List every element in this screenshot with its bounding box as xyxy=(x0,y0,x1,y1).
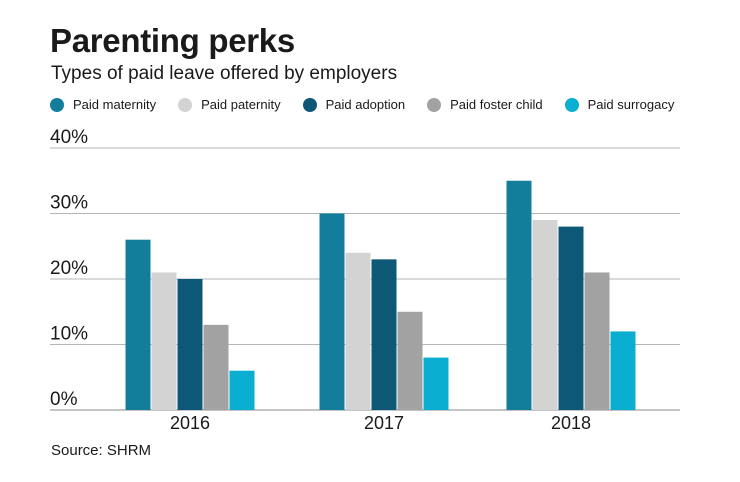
legend-label-paid-paternity: Paid paternity xyxy=(201,97,281,112)
y-tick-label-0: 0% xyxy=(50,389,78,410)
x-tick-label-2016: 2016 xyxy=(170,413,210,433)
bar-paid-maternity-2017 xyxy=(319,213,345,410)
bar-paid-paternity-2016 xyxy=(151,272,177,410)
legend-item-paid-surrogacy: Paid surrogacy xyxy=(564,97,675,112)
bar-paid-adoption-2016 xyxy=(177,279,203,410)
bar-paid-paternity-2018 xyxy=(532,220,558,410)
x-tick-label-2018: 2018 xyxy=(551,413,591,433)
legend-label-paid-adoption: Paid adoption xyxy=(325,97,406,112)
legend: Paid maternity Paid paternity Paid adopt… xyxy=(50,97,674,112)
legend-item-paid-maternity: Paid maternity xyxy=(50,97,156,112)
legend-item-paid-adoption: Paid adoption xyxy=(302,97,406,112)
chart-title: Parenting perks xyxy=(50,22,295,59)
bar-paid-adoption-2017 xyxy=(371,259,397,410)
legend-swatch-paid-paternity xyxy=(178,97,193,112)
legend-swatch-paid-surrogacy xyxy=(564,97,579,112)
y-tick-label-10: 10% xyxy=(50,324,88,345)
y-tick-label-30: 30% xyxy=(50,193,88,214)
legend-item-paid-paternity: Paid paternity xyxy=(178,97,281,112)
y-tick-label-40: 40% xyxy=(50,127,88,148)
bar-paid-paternity-2017 xyxy=(345,252,371,410)
bar-paid-maternity-2018 xyxy=(506,180,532,410)
bar-paid-foster-child-2017 xyxy=(397,311,423,410)
legend-swatch-paid-adoption xyxy=(302,97,317,112)
legend-label-paid-surrogacy: Paid surrogacy xyxy=(587,97,675,112)
bar-paid-foster-child-2018 xyxy=(584,272,610,410)
bar-paid-surrogacy-2017 xyxy=(423,357,449,410)
legend-label-paid-maternity: Paid maternity xyxy=(73,97,157,112)
legend-swatch-paid-foster-child xyxy=(427,97,442,112)
chart-subtitle: Types of paid leave offered by employers xyxy=(51,63,398,84)
x-tick-label-2017: 2017 xyxy=(364,413,404,433)
legend-label-paid-foster-child: Paid foster child xyxy=(450,97,543,112)
legend-item-paid-foster-child: Paid foster child xyxy=(427,97,543,112)
source-note: Source: SHRM xyxy=(51,442,152,459)
bar-paid-surrogacy-2018 xyxy=(610,331,636,410)
bar-paid-surrogacy-2016 xyxy=(229,370,255,410)
bar-paid-foster-child-2016 xyxy=(203,324,229,410)
legend-swatch-paid-maternity xyxy=(50,97,64,112)
y-tick-label-20: 20% xyxy=(50,258,88,279)
bar-paid-maternity-2016 xyxy=(125,239,151,410)
bar-paid-adoption-2018 xyxy=(558,226,584,410)
